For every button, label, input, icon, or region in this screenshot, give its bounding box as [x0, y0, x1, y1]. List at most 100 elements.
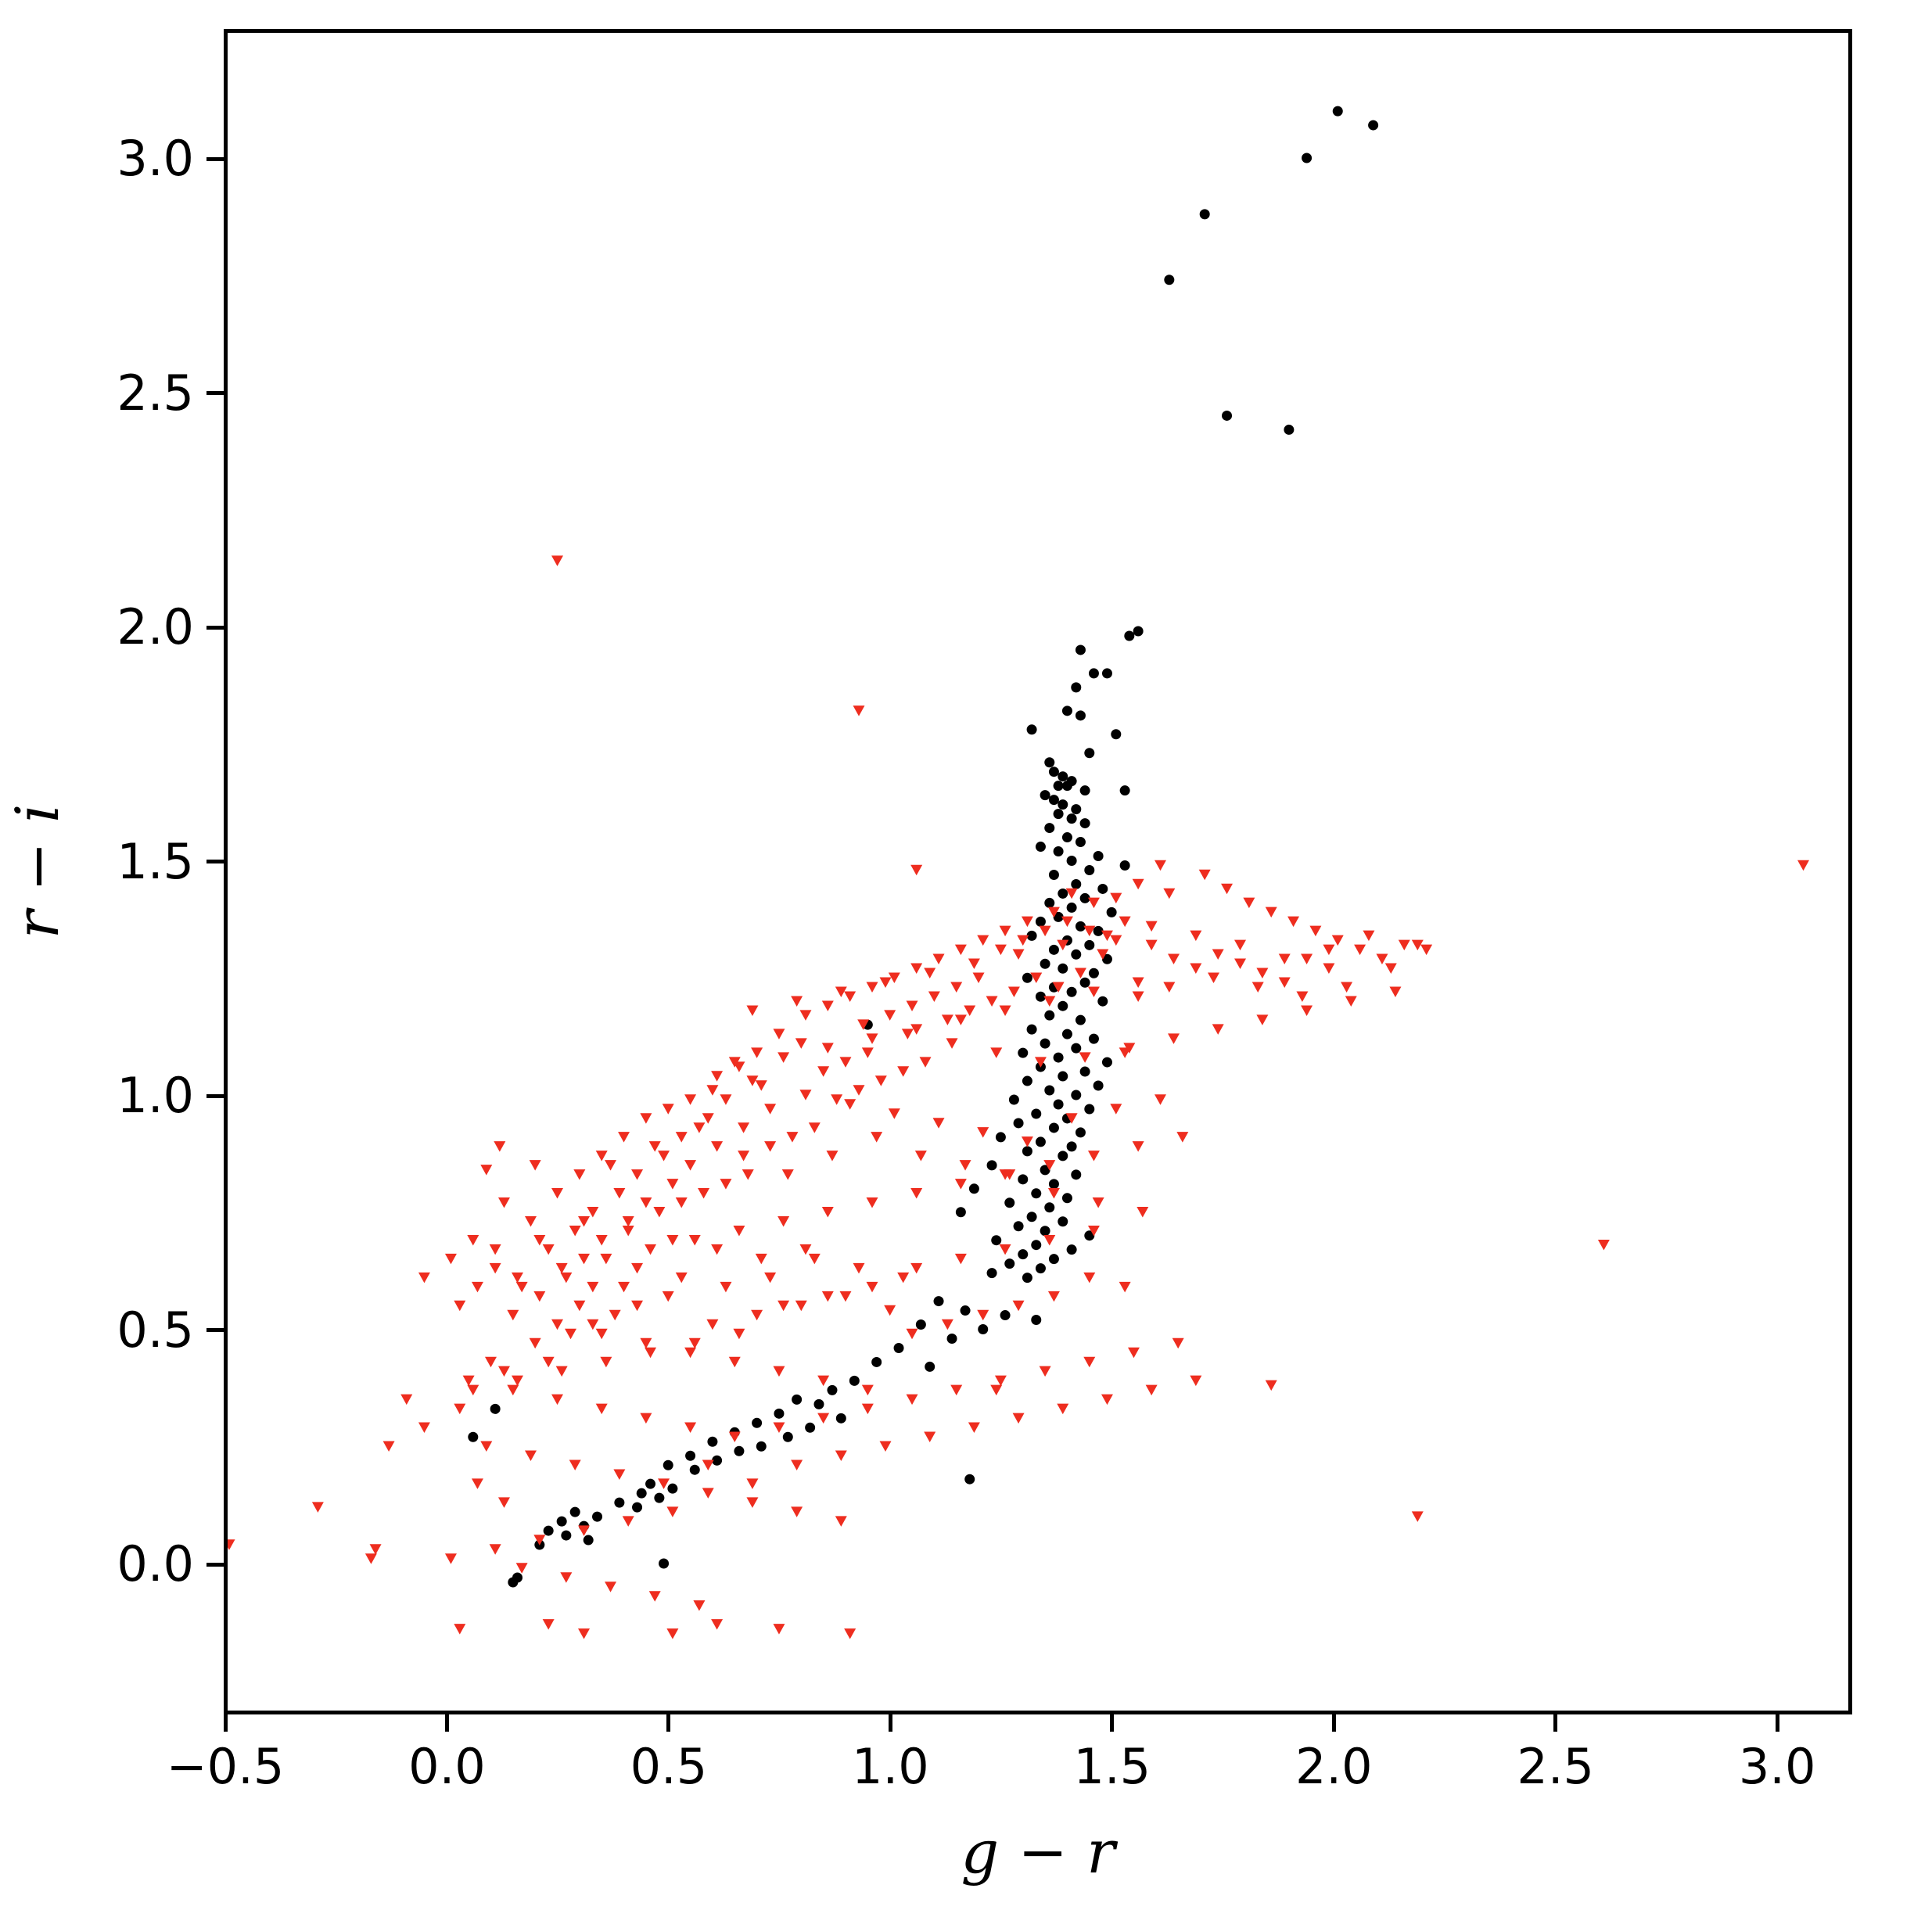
data-point-triangle: [684, 1160, 697, 1171]
data-point-triangle: [742, 1169, 754, 1180]
data-point-circle: [1093, 851, 1104, 862]
data-point-triangle: [507, 1384, 519, 1396]
data-point-circle: [1053, 809, 1064, 820]
data-point-triangle: [605, 1160, 617, 1171]
data-point-triangle: [480, 1165, 493, 1176]
data-point-triangle: [618, 1281, 630, 1293]
x-tick-mark: [888, 1714, 892, 1732]
data-point-triangle: [857, 1019, 870, 1030]
data-point-triangle: [786, 1132, 799, 1143]
data-point-circle: [1368, 120, 1379, 131]
data-point-triangle: [542, 1619, 555, 1630]
data-point-triangle: [555, 1366, 568, 1377]
data-point-triangle: [874, 1075, 887, 1086]
data-point-triangle: [817, 1375, 830, 1387]
series-black-circles: [468, 106, 1379, 1588]
data-point-triangle: [1154, 860, 1166, 871]
data-point-triangle: [954, 944, 967, 956]
data-point-circle: [490, 1403, 501, 1414]
data-point-circle: [991, 1235, 1002, 1246]
data-point-triangle: [720, 1094, 732, 1105]
data-point-triangle: [1012, 1300, 1025, 1312]
data-point-triangle: [910, 963, 923, 975]
data-point-circle: [712, 1455, 723, 1466]
data-point-triangle: [959, 1160, 971, 1171]
y-tick-mark: [206, 625, 224, 630]
y-tick-mark: [206, 156, 224, 161]
data-point-triangle: [666, 1628, 679, 1639]
data-point-triangle: [932, 1118, 945, 1129]
data-point-triangle: [1043, 1160, 1056, 1171]
data-point-triangle: [382, 1441, 395, 1452]
data-point-triangle: [795, 1300, 807, 1312]
data-point-triangle: [1030, 972, 1043, 984]
data-point-triangle: [884, 1305, 896, 1316]
data-point-triangle: [631, 1169, 644, 1180]
data-point-triangle: [480, 1441, 493, 1452]
data-point-circle: [1061, 781, 1072, 792]
y-tick-mark: [206, 1093, 224, 1098]
data-point-triangle: [400, 1394, 413, 1406]
data-point-circle: [986, 1160, 997, 1171]
data-point-triangle: [1597, 1239, 1610, 1251]
data-point-triangle: [914, 1151, 927, 1161]
data-point-triangle: [1017, 935, 1029, 946]
data-point-triangle: [954, 1014, 967, 1025]
y-tick-label: 1.0: [117, 1067, 194, 1124]
data-point-triangle: [773, 1422, 785, 1434]
data-point-circle: [1071, 682, 1082, 693]
data-point-triangle: [675, 1272, 688, 1284]
data-point-triangle: [515, 1563, 528, 1574]
data-point-triangle: [1176, 1132, 1189, 1143]
data-point-triangle: [1341, 982, 1353, 993]
data-point-circle: [1035, 842, 1046, 853]
data-point-circle: [1101, 953, 1112, 964]
data-point-circle: [1084, 939, 1095, 950]
data-point-circle: [561, 1530, 572, 1541]
data-point-triangle: [551, 1394, 564, 1406]
y-tick-label: 2.0: [117, 598, 194, 655]
data-point-triangle: [595, 1403, 608, 1415]
data-point-circle: [1040, 958, 1050, 969]
data-point-triangle: [684, 1347, 697, 1359]
data-point-circle: [1133, 626, 1144, 637]
data-point-triangle: [821, 1291, 834, 1302]
data-point-circle: [632, 1502, 643, 1513]
data-point-triangle: [648, 1591, 661, 1602]
data-point-triangle: [844, 1628, 856, 1639]
data-point-circle: [645, 1478, 656, 1489]
data-point-triangle: [1132, 1141, 1144, 1152]
data-point-triangle: [711, 1619, 724, 1630]
data-point-circle: [1031, 1188, 1042, 1199]
data-point-triangle: [587, 1207, 599, 1218]
data-point-triangle: [835, 1516, 847, 1527]
data-point-circle: [1079, 977, 1090, 988]
data-point-circle: [1035, 1263, 1046, 1274]
data-point-triangle: [861, 1384, 874, 1396]
data-point-circle: [583, 1535, 594, 1546]
data-point-triangle: [1043, 1234, 1056, 1246]
data-point-triangle: [645, 1244, 657, 1255]
data-point-triangle: [1127, 1347, 1140, 1359]
x-tick-mark: [223, 1714, 228, 1732]
data-point-triangle: [1137, 1207, 1149, 1218]
data-point-triangle: [609, 1309, 621, 1321]
data-point-triangle: [901, 1029, 914, 1039]
data-point-triangle: [728, 1057, 741, 1068]
data-point-triangle: [910, 1188, 923, 1199]
data-point-triangle: [471, 1478, 483, 1489]
data-point-triangle: [764, 1272, 777, 1284]
data-point-circle: [1053, 1099, 1064, 1110]
y-tick-mark: [206, 1562, 224, 1567]
data-point-triangle: [1309, 925, 1322, 937]
y-tick-label: 2.5: [117, 364, 194, 422]
data-point-triangle: [866, 1197, 878, 1208]
data-point-triangle: [1190, 1375, 1202, 1387]
data-point-triangle: [497, 1197, 510, 1208]
data-point-triangle: [1119, 1047, 1131, 1058]
data-point-circle: [1066, 856, 1077, 867]
data-point-circle: [1044, 757, 1055, 768]
data-point-triangle: [1043, 996, 1056, 1007]
data-point-triangle: [1087, 1151, 1100, 1161]
data-point-triangle: [640, 1197, 652, 1208]
